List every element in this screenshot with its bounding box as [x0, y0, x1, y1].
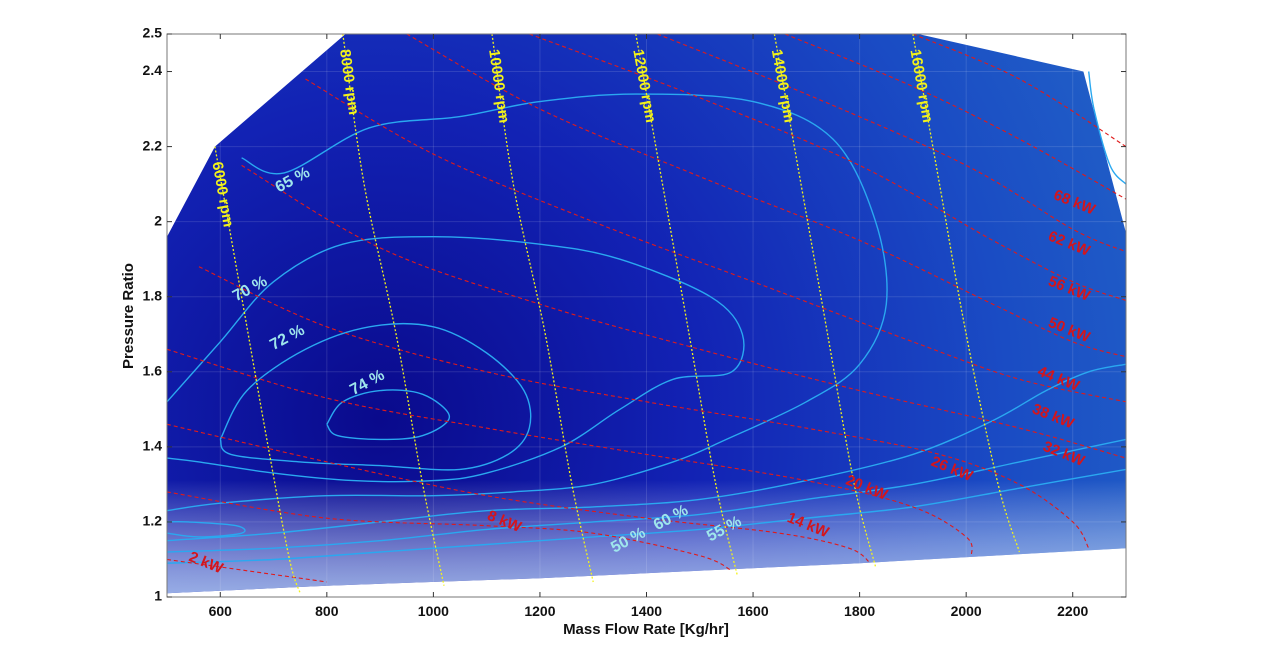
y-tick-label: 2: [154, 212, 162, 228]
speed-line-14000-rpm: [773, 34, 877, 568]
power-line-2-kw: [167, 558, 327, 583]
x-tick-label: 1600: [737, 603, 768, 619]
speed-lines: [214, 34, 1021, 594]
power-line-44-kw: [406, 34, 1126, 358]
power-line-62-kw: [784, 34, 1126, 200]
x-tick-label: 2000: [951, 603, 982, 619]
power-line-56-kw: [656, 34, 1126, 253]
efficiency-contour-72: [219, 323, 532, 471]
power-line-32-kw: [241, 164, 1126, 459]
y-axis-label: Pressure Ratio: [120, 263, 137, 369]
speed-line-10000-rpm: [491, 34, 594, 583]
power-lines: [167, 34, 1126, 583]
efficiency-contour: [1088, 71, 1126, 185]
speed-line-12000-rpm: [635, 34, 738, 575]
y-tick-label: 1.8: [143, 287, 163, 303]
efficiency-contour-60: [167, 363, 1126, 542]
x-tick-label: 2200: [1057, 603, 1088, 619]
power-line-50-kw: [529, 34, 1126, 302]
y-axis-ticks: 1 1.2 1.4 1.6 1.8 2 2.2 2.4 2.5: [143, 25, 1126, 604]
x-tick-label: 800: [315, 603, 339, 619]
efficiency-contour-65: [167, 93, 888, 512]
x-tick-label: 1200: [524, 603, 555, 619]
x-tick-label: 1400: [631, 603, 662, 619]
x-tick-label: 600: [209, 603, 233, 619]
y-tick-label: 1: [154, 588, 162, 604]
y-tick-label: 2.4: [143, 62, 163, 78]
efficiency-contour: [167, 520, 246, 538]
x-axis-label: Mass Flow Rate [Kg/hr]: [563, 621, 729, 638]
power-line-38-kw: [305, 78, 1126, 403]
power-line-20-kw: [167, 348, 973, 556]
efficiency-contour-74: [326, 389, 451, 441]
y-tick-label: 2.2: [143, 137, 163, 153]
low-efficiency-fade: [167, 34, 1126, 594]
power-line-68-kw: [912, 34, 1126, 148]
speed-line-16000-rpm: [912, 34, 1021, 553]
power-line-14-kw: [167, 423, 871, 564]
y-tick-label: 1.2: [143, 513, 163, 529]
y-tick-label: 1.6: [143, 363, 163, 379]
x-axis-ticks: 600 800 1000 1200 1400 1600 1800 2000 2200: [209, 34, 1089, 619]
efficiency-contour-55: [167, 438, 1126, 553]
speed-line-8000-rpm: [342, 34, 445, 586]
efficiency-contour-50: [167, 468, 1126, 564]
power-line-8-kw: [167, 491, 732, 572]
grid-lines: [167, 34, 1126, 597]
x-tick-label: 1800: [844, 603, 875, 619]
y-tick-label: 2.5: [143, 25, 163, 41]
speed-line-6000-rpm: [214, 146, 301, 594]
y-tick-label: 1.4: [143, 438, 163, 454]
x-tick-label: 1000: [418, 603, 449, 619]
